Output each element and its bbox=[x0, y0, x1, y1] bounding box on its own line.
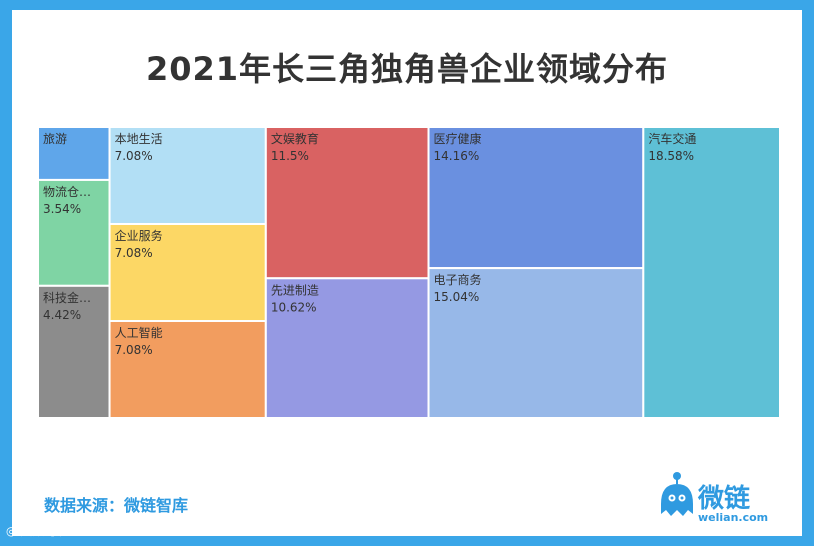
treemap-label: 科技金… bbox=[43, 290, 91, 305]
treemap-label: 企业服务 bbox=[115, 228, 163, 243]
treemap-value: 7.08% bbox=[115, 246, 153, 260]
treemap-rect bbox=[642, 126, 781, 419]
treemap-cell-1: 物流仓… 3.54% bbox=[37, 178, 111, 287]
treemap-label: 旅游 bbox=[43, 132, 67, 146]
treemap-cell-10: 汽车交通 18.58% bbox=[642, 126, 781, 419]
treemap-cell-0: 旅游 bbox=[37, 126, 111, 181]
treemap-cell-8: 医疗健康 14.16% bbox=[427, 126, 645, 270]
treemap-rect bbox=[427, 126, 645, 270]
treemap-rect bbox=[37, 284, 111, 419]
treemap-value: 7.08% bbox=[115, 149, 153, 163]
treemap-label: 医疗健康 bbox=[434, 131, 482, 146]
treemap-rect bbox=[108, 223, 267, 322]
treemap-value: 11.5% bbox=[271, 149, 309, 163]
treemap-rect bbox=[264, 126, 430, 280]
logo-url: welian.com bbox=[698, 511, 769, 524]
treemap-rect bbox=[264, 277, 430, 419]
treemap-cell-3: 本地生活 7.08% bbox=[108, 126, 267, 225]
treemap-rect bbox=[108, 320, 267, 419]
treemap-cell-2: 科技金… 4.42% bbox=[37, 284, 111, 419]
treemap-value: 4.42% bbox=[43, 308, 81, 322]
treemap-label: 本地生活 bbox=[115, 132, 163, 146]
treemap-value: 10.62% bbox=[271, 300, 317, 314]
treemap-cell-4: 企业服务 7.08% bbox=[108, 223, 267, 322]
data-source: 数据来源：微链智库 bbox=[44, 496, 189, 515]
treemap-value: 18.58% bbox=[648, 149, 694, 163]
treemap-value: 15.04% bbox=[434, 290, 480, 304]
treemap-value: 7.08% bbox=[115, 343, 153, 357]
treemap-label: 汽车交通 bbox=[648, 131, 696, 146]
treemap-value: 14.16% bbox=[434, 149, 480, 163]
watermark: ◎ 大数跨境 bbox=[6, 522, 68, 539]
treemap-value: 3.54% bbox=[43, 202, 81, 216]
treemap-cell-7: 先进制造 10.62% bbox=[264, 277, 430, 419]
treemap-cell-9: 电子商务 15.04% bbox=[427, 267, 645, 420]
logo-name: 微链 bbox=[698, 484, 751, 514]
treemap-label: 文娱教育 bbox=[271, 131, 319, 146]
weibo-icon: ◎ bbox=[6, 524, 21, 538]
treemap-label: 人工智能 bbox=[115, 325, 163, 340]
treemap-cell-5: 人工智能 7.08% bbox=[108, 320, 267, 419]
treemap-cell-6: 文娱教育 11.5% bbox=[264, 126, 430, 280]
treemap-rect bbox=[427, 267, 645, 420]
treemap-label: 先进制造 bbox=[271, 283, 319, 297]
treemap-label: 电子商务 bbox=[434, 272, 482, 287]
octopus-mascot-icon bbox=[661, 472, 693, 516]
chart-title: 2021年长三角独角兽企业领域分布 bbox=[145, 50, 669, 88]
treemap-label: 物流仓… bbox=[43, 185, 91, 199]
watermark-text: 大数跨境 bbox=[20, 524, 69, 538]
